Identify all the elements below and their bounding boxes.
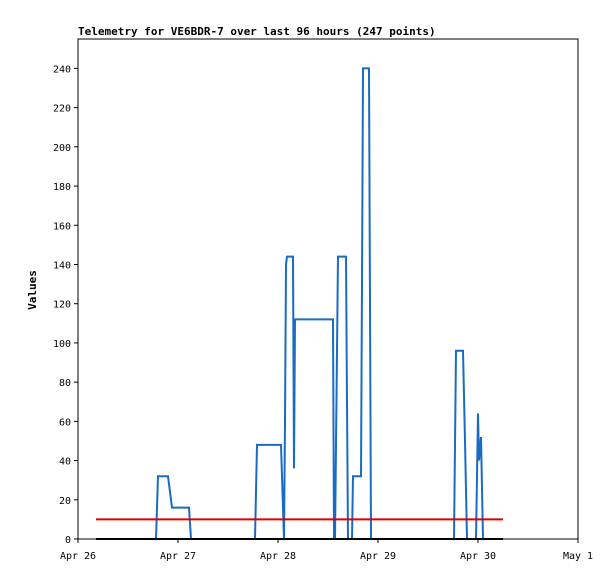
- plot-frame: [77, 38, 579, 540]
- y-tick-label: 160: [53, 221, 71, 232]
- x-tick-label: Apr 30: [460, 551, 496, 562]
- x-tick-label: Apr 26: [60, 551, 96, 562]
- y-tick-label: 180: [53, 182, 71, 193]
- y-tick-label: 200: [53, 143, 71, 154]
- y-tick-label: 240: [53, 64, 71, 75]
- y-axis-label: Values: [26, 270, 39, 310]
- x-tick-label: Apr 27: [160, 551, 196, 562]
- x-tick-label: Apr 28: [260, 551, 296, 562]
- chart-title: Telemetry for VE6BDR-7 over last 96 hour…: [78, 25, 436, 38]
- x-tick-label: Apr 29: [360, 551, 396, 562]
- y-tick-label: 80: [59, 378, 71, 389]
- series-group: [96, 67, 503, 540]
- y-tick-label: 40: [59, 457, 71, 468]
- y-tick-label: 0: [65, 535, 71, 546]
- y-tick-label: 20: [59, 496, 71, 507]
- x-tick-label: May 1: [563, 551, 593, 562]
- y-tick-label: 120: [53, 300, 71, 311]
- y-tick-label: 60: [59, 417, 71, 428]
- y-tick-label: 140: [53, 260, 71, 271]
- y-tick-label: 100: [53, 339, 71, 350]
- y-tick-label: 220: [53, 104, 71, 115]
- series-line-1: [155, 67, 484, 540]
- axis-ticks: 0 20 40 60 80 100 120 140 160 180 200 220 240 Apr 26 A…: [53, 64, 593, 562]
